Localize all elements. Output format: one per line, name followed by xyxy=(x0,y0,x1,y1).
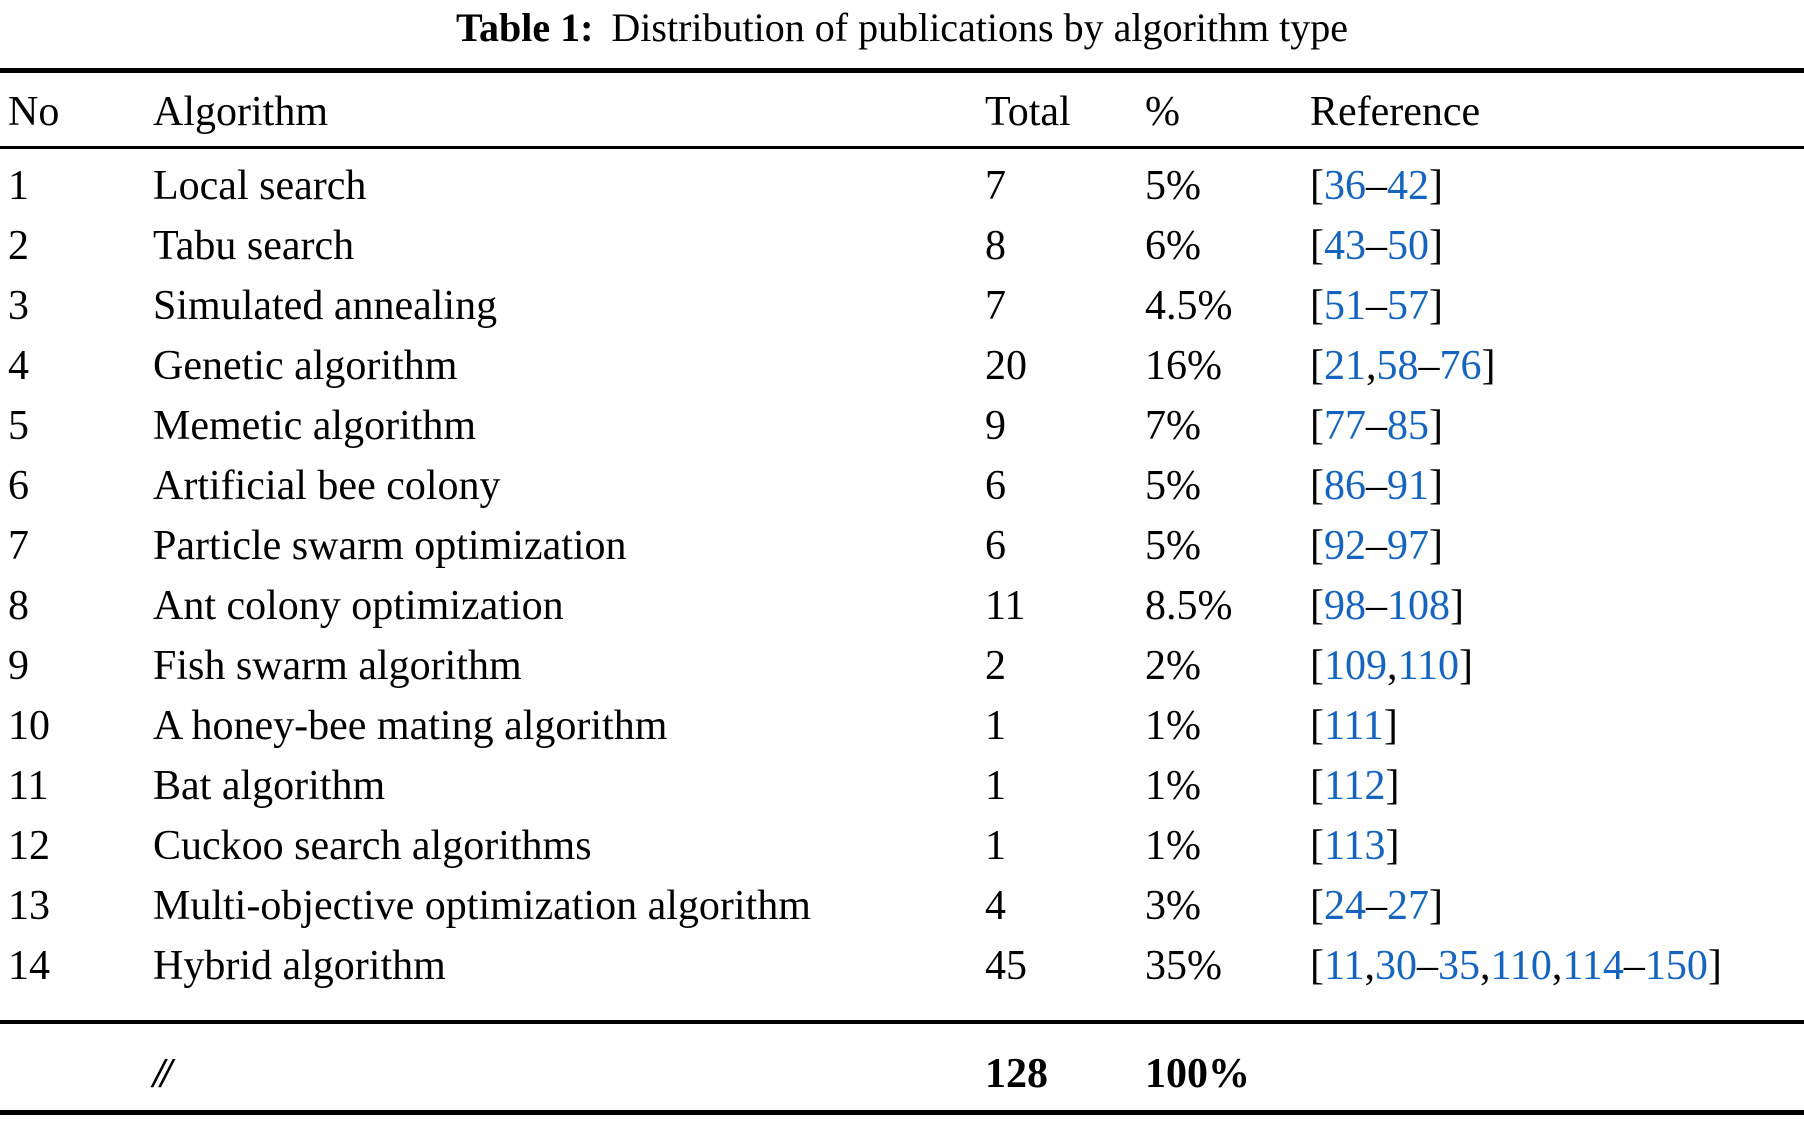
row-number-cell: 3 xyxy=(8,283,29,329)
total-cell: 7 xyxy=(985,283,1006,329)
citation-link[interactable]: [21, 58–76] xyxy=(1310,343,1496,389)
percent-cell: 5% xyxy=(1145,523,1201,569)
rule-above-totals xyxy=(0,1020,1804,1024)
row-number-cell: 12 xyxy=(8,823,50,869)
citation-link[interactable]: [36–42] xyxy=(1310,163,1443,209)
percent-cell: 5% xyxy=(1145,463,1201,509)
citation-link[interactable]: [43–50] xyxy=(1310,223,1443,269)
algorithm-cell: Simulated annealing xyxy=(153,283,498,329)
percent-cell: 1% xyxy=(1145,703,1201,749)
totals-sum-symbol: // xyxy=(153,1051,172,1097)
column-header-algorithm: Algorithm xyxy=(153,89,328,135)
percent-cell: 1% xyxy=(1145,763,1201,809)
total-cell: 6 xyxy=(985,463,1006,509)
row-number-cell: 7 xyxy=(8,523,29,569)
column-header-percent: % xyxy=(1145,89,1180,135)
algorithm-cell: Local search xyxy=(153,163,367,209)
percent-cell: 7% xyxy=(1145,403,1201,449)
column-header-total: Total xyxy=(985,89,1071,135)
algorithm-cell: Ant colony optimization xyxy=(153,583,564,629)
row-number-cell: 2 xyxy=(8,223,29,269)
row-number-cell: 11 xyxy=(8,763,49,809)
algorithm-cell: Memetic algorithm xyxy=(153,403,477,449)
row-number-cell: 13 xyxy=(8,883,50,929)
percent-cell: 6% xyxy=(1145,223,1201,269)
total-cell: 6 xyxy=(985,523,1006,569)
citation-link[interactable]: [51–57] xyxy=(1310,283,1443,329)
algorithm-cell: A honey-bee mating algorithm xyxy=(153,703,668,749)
algorithm-cell: Genetic algorithm xyxy=(153,343,458,389)
table-caption: Table 1: Distribution of publications by … xyxy=(0,4,1804,52)
citation-link[interactable]: [92–97] xyxy=(1310,523,1443,569)
totals-empty-reference-cell xyxy=(1310,1044,1804,1104)
percent-cell: 2% xyxy=(1145,643,1201,689)
percent-cell: 3% xyxy=(1145,883,1201,929)
total-cell: 20 xyxy=(985,343,1027,389)
algorithm-cell: Artificial bee colony xyxy=(153,463,501,509)
row-number-cell: 4 xyxy=(8,343,29,389)
table-caption-label: Table 1: xyxy=(455,5,594,50)
algorithm-cell: Cuckoo search algorithms xyxy=(153,823,592,869)
citation-link[interactable]: [111] xyxy=(1310,703,1398,749)
total-cell: 1 xyxy=(985,763,1006,809)
table-header-row: No Algorithm Total % Reference xyxy=(0,84,1804,140)
row-number-cell: 5 xyxy=(8,403,29,449)
citation-link[interactable]: [112] xyxy=(1310,763,1400,809)
row-number-cell: 8 xyxy=(8,583,29,629)
totals-empty-no-cell xyxy=(8,1044,153,1104)
total-cell: 11 xyxy=(985,583,1026,629)
row-number-cell: 6 xyxy=(8,463,29,509)
percent-cell: 8.5% xyxy=(1145,583,1233,629)
row-number-cell: 10 xyxy=(8,703,50,749)
total-cell: 2 xyxy=(985,643,1006,689)
percent-cell: 16% xyxy=(1145,343,1222,389)
percent-cell: 5% xyxy=(1145,163,1201,209)
citation-link[interactable]: [98–108] xyxy=(1310,583,1464,629)
row-number-cell: 1 xyxy=(8,163,29,209)
algorithm-cell: Fish swarm algorithm xyxy=(153,643,522,689)
percent-cell: 35% xyxy=(1145,943,1222,989)
rule-below-header xyxy=(0,146,1804,149)
column-header-no: No xyxy=(8,89,60,135)
rule-top xyxy=(0,68,1804,73)
total-cell: 9 xyxy=(985,403,1006,449)
citation-link[interactable]: [24–27] xyxy=(1310,883,1443,929)
algorithm-cell: Tabu search xyxy=(153,223,355,269)
table-totals-row: // 128 100% xyxy=(0,1044,1804,1104)
citation-link[interactable]: [86–91] xyxy=(1310,463,1443,509)
algorithm-cell: Bat algorithm xyxy=(153,763,386,809)
citation-link[interactable]: [77–85] xyxy=(1310,403,1443,449)
algorithm-cell: Multi-objective optimization algorithm xyxy=(153,883,811,929)
algorithm-cell: Particle swarm optimization xyxy=(153,523,627,569)
column-header-reference: Reference xyxy=(1310,89,1481,135)
table-body: 1 Local search 7 5% [36–42] 2 Tabu searc… xyxy=(0,156,1804,996)
algorithm-cell: Hybrid algorithm xyxy=(153,943,446,989)
citation-link[interactable]: [113] xyxy=(1310,823,1400,869)
row-number-cell: 9 xyxy=(8,643,29,689)
total-cell: 1 xyxy=(985,823,1006,869)
percent-cell: 4.5% xyxy=(1145,283,1233,329)
citation-link[interactable]: [11, 30–35, 110, 114–150] xyxy=(1310,943,1722,989)
percent-cell: 1% xyxy=(1145,823,1201,869)
row-number-cell: 14 xyxy=(8,943,50,989)
rule-bottom xyxy=(0,1110,1804,1115)
total-cell: 1 xyxy=(985,703,1006,749)
total-cell: 7 xyxy=(985,163,1006,209)
table-caption-text: Distribution of publications by algorith… xyxy=(611,5,1349,50)
totals-total-value: 128 xyxy=(985,1051,1048,1097)
citation-link[interactable]: [109, 110] xyxy=(1310,643,1473,689)
total-cell: 4 xyxy=(985,883,1006,929)
total-cell: 8 xyxy=(985,223,1006,269)
total-cell: 45 xyxy=(985,943,1027,989)
totals-percent-value: 100% xyxy=(1145,1051,1250,1097)
